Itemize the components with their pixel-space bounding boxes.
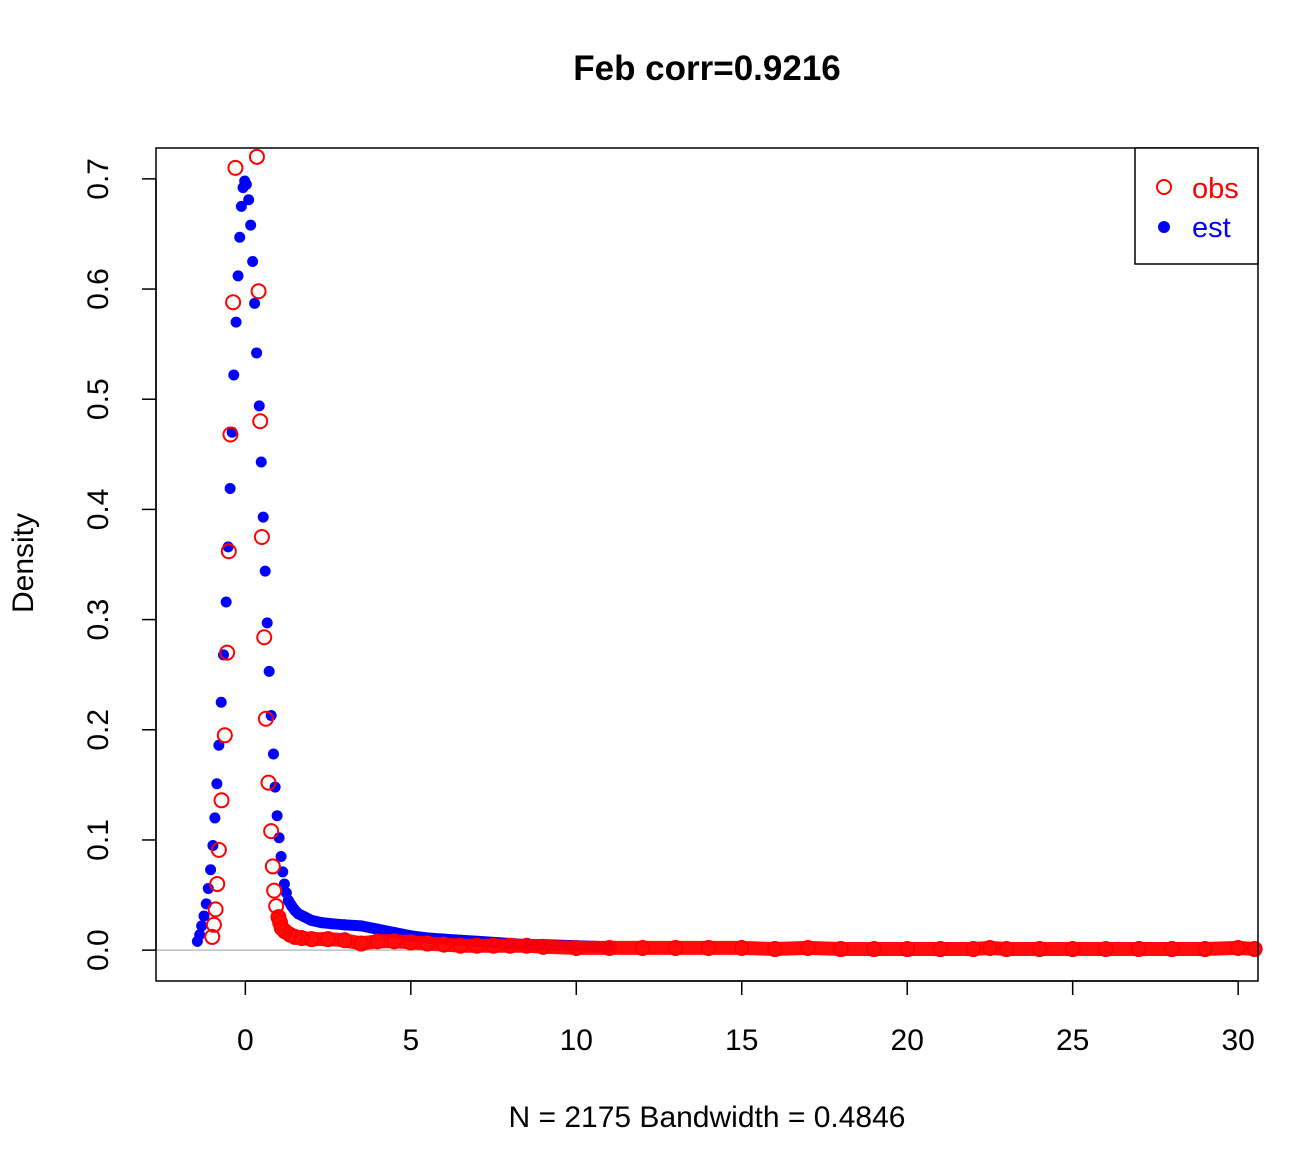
est-point — [228, 369, 240, 381]
est-point — [255, 456, 267, 468]
est-point — [205, 864, 217, 876]
est-point — [267, 748, 279, 760]
est-point — [245, 219, 257, 231]
obs-point — [205, 916, 222, 933]
y-tick-label: 0.2 — [82, 709, 115, 751]
legend-obs-marker — [1156, 179, 1172, 195]
est-point — [251, 347, 263, 359]
est-point — [196, 920, 208, 932]
est-point — [263, 665, 275, 677]
est-point — [240, 178, 252, 190]
est-point — [271, 810, 283, 822]
obs-point — [204, 928, 221, 945]
x-tick-label: 25 — [1056, 1024, 1089, 1057]
legend-est-label: est — [1192, 212, 1231, 244]
est-point — [215, 696, 227, 708]
est-point — [249, 297, 261, 309]
x-axis-label: N = 2175 Bandwidth = 0.4846 — [509, 1101, 906, 1134]
est-point — [278, 878, 290, 890]
est-point — [220, 596, 232, 608]
chart-title: Feb corr=0.9216 — [573, 49, 841, 88]
legend-obs-label: obs — [1192, 173, 1239, 205]
x-axis: 0 5 10 15 20 25 30 — [237, 980, 1255, 1057]
est-point — [253, 400, 265, 412]
est-point — [257, 511, 269, 523]
obs-point — [220, 543, 237, 560]
obs-point — [219, 644, 236, 661]
obs-point — [248, 148, 265, 165]
plot-frame — [155, 147, 1259, 982]
y-tick-label: 0.3 — [82, 599, 115, 641]
est-point — [211, 778, 223, 790]
est-point — [243, 194, 255, 206]
x-tick-label: 5 — [402, 1024, 419, 1057]
obs-point — [207, 901, 224, 918]
obs-point — [222, 426, 239, 443]
obs-point — [216, 727, 233, 744]
y-tick-label: 0.1 — [82, 819, 115, 861]
est-point — [230, 316, 242, 328]
obs-point — [253, 528, 270, 545]
est-point — [232, 270, 244, 282]
est-point — [198, 910, 210, 922]
obs-point — [225, 294, 242, 311]
obs-point — [266, 882, 283, 899]
obs-point — [210, 841, 227, 858]
x-tick-label: 20 — [891, 1024, 924, 1057]
y-tick-label: 0.7 — [82, 158, 115, 200]
est-point — [235, 200, 247, 212]
est-point — [261, 617, 273, 629]
obs-point — [209, 876, 226, 893]
est-point — [194, 929, 206, 941]
obs-point — [250, 283, 267, 300]
legend-est-marker — [1158, 221, 1170, 233]
obs-point — [213, 792, 230, 809]
legend: obs est — [1134, 147, 1259, 265]
x-tick-label: 30 — [1221, 1024, 1254, 1057]
x-tick-label: 0 — [237, 1024, 254, 1057]
x-tick-label: 15 — [725, 1024, 758, 1057]
est-point — [209, 812, 221, 824]
y-axis: 0.0 0.1 0.2 0.3 0.4 0.5 0.6 0.7 — [82, 158, 157, 971]
series-est — [191, 175, 615, 953]
est-point — [259, 565, 271, 577]
series-obs — [204, 148, 1263, 958]
obs-point — [260, 774, 277, 791]
obs-point — [256, 629, 273, 646]
est-point — [247, 255, 259, 267]
obs-point — [252, 413, 269, 430]
obs-point — [264, 858, 281, 875]
y-tick-label: 0.0 — [82, 929, 115, 971]
legend-box — [1134, 147, 1259, 265]
x-tick-label: 10 — [560, 1024, 593, 1057]
y-tick-label: 0.5 — [82, 378, 115, 420]
obs-point — [227, 159, 244, 176]
obs-tail-band — [271, 910, 1262, 956]
est-point — [234, 231, 246, 243]
y-axis-label: Density — [7, 513, 40, 613]
est-point — [275, 850, 287, 862]
obs-point — [257, 710, 274, 727]
y-tick-label: 0.4 — [82, 489, 115, 531]
y-tick-label: 0.6 — [82, 268, 115, 310]
est-point — [224, 482, 236, 494]
obs-point — [263, 823, 280, 840]
